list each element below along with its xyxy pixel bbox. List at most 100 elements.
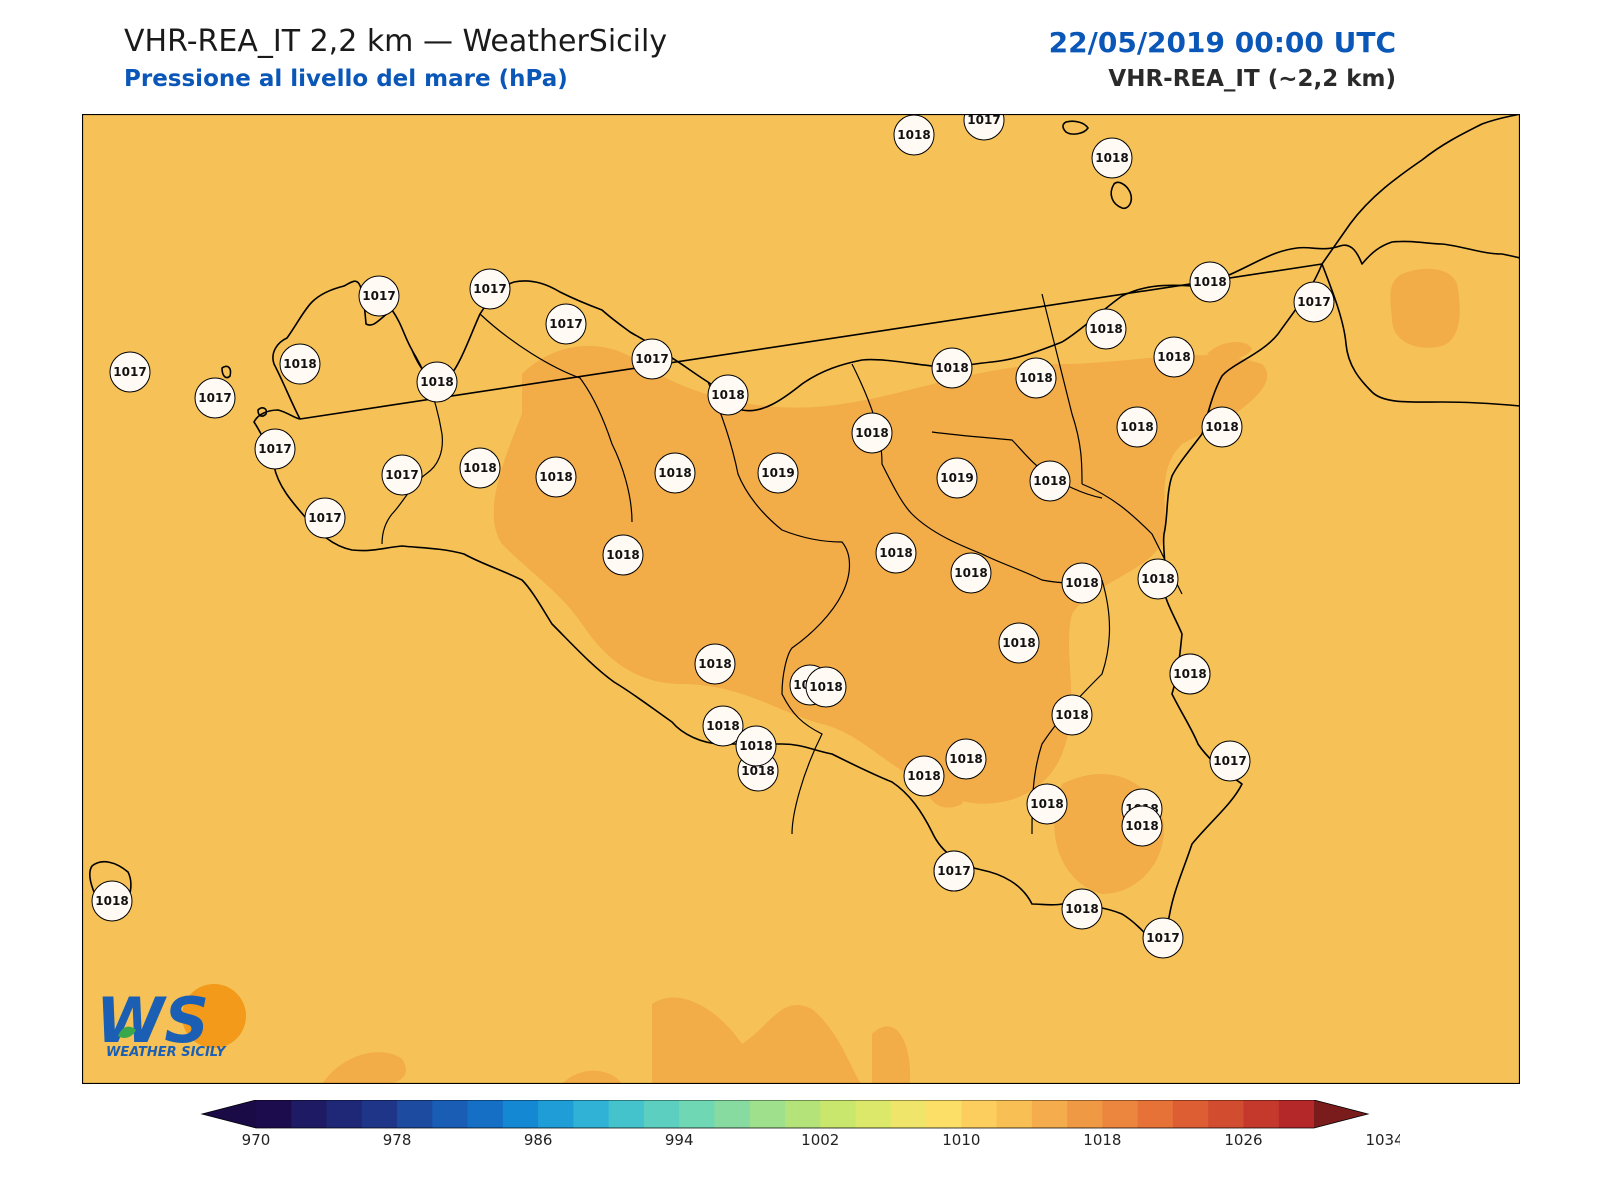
colorbar-cell bbox=[926, 1100, 962, 1128]
station-pressure-label: 1018 bbox=[711, 388, 744, 402]
station-marker bbox=[654, 452, 696, 494]
station-marker bbox=[1026, 783, 1068, 825]
colorbar-cell bbox=[291, 1100, 328, 1128]
station-marker bbox=[358, 275, 400, 317]
colorbar-tick-label: 1018 bbox=[1083, 1131, 1121, 1149]
station-marker bbox=[933, 850, 975, 892]
colorbar-cell bbox=[361, 1100, 398, 1128]
station-marker bbox=[805, 666, 847, 708]
station-pressure-label: 1018 bbox=[95, 894, 128, 908]
colorbar-min-extension bbox=[202, 1100, 256, 1128]
weathersicily-logo: WS WEATHER SICILY bbox=[96, 984, 246, 1060]
station-pressure-label: 1017 bbox=[198, 391, 231, 405]
station-marker bbox=[1209, 740, 1251, 782]
station-marker bbox=[1015, 357, 1057, 399]
colorbar-cell bbox=[643, 1100, 680, 1128]
station-pressure-label: 1018 bbox=[283, 357, 316, 371]
logo-text: WEATHER SICILY bbox=[106, 1045, 227, 1060]
station-marker bbox=[702, 705, 744, 747]
station-pressure-label: 1018 bbox=[1193, 275, 1226, 289]
station-pressure-label: 1018 bbox=[1095, 151, 1128, 165]
colorbar-cell bbox=[1067, 1100, 1103, 1128]
station-pressure-label: 1017 bbox=[362, 289, 395, 303]
station-marker bbox=[381, 454, 423, 496]
station-marker bbox=[1029, 460, 1071, 502]
station-pressure-label: 1017 bbox=[937, 864, 970, 878]
map-title: VHR-REA_IT 2,2 km — WeatherSicily bbox=[124, 24, 668, 59]
station-pressure-label: 1018 bbox=[1030, 797, 1063, 811]
station-marker bbox=[279, 343, 321, 385]
colorbar-cell bbox=[679, 1100, 715, 1128]
station-marker bbox=[936, 457, 978, 499]
station-pressure-label: 1019 bbox=[940, 471, 973, 485]
colorbar-cell bbox=[256, 1100, 292, 1128]
station-pressure-label: 1018 bbox=[1120, 420, 1153, 434]
colorbar-cell bbox=[1278, 1100, 1315, 1128]
station-marker bbox=[631, 338, 673, 380]
station-marker bbox=[851, 412, 893, 454]
station-marker bbox=[469, 268, 511, 310]
station-pressure-label: 1018 bbox=[949, 752, 982, 766]
colorbar-cell bbox=[855, 1100, 892, 1128]
colorbar-cell bbox=[1031, 1100, 1068, 1128]
station-pressure-label: 1017 bbox=[385, 468, 418, 482]
colorbar-max-extension bbox=[1314, 1100, 1368, 1128]
colorbar-tick-label: 1010 bbox=[942, 1131, 980, 1149]
station-marker bbox=[91, 880, 133, 922]
station-pressure-label: 1018 bbox=[954, 566, 987, 580]
station-marker bbox=[1142, 917, 1184, 959]
station-pressure-label: 1018 bbox=[741, 764, 774, 778]
station-marker bbox=[1091, 137, 1133, 179]
colorbar-tick-label: 970 bbox=[242, 1131, 271, 1149]
station-pressure-label: 1018 bbox=[1055, 708, 1088, 722]
station-marker bbox=[416, 361, 458, 403]
station-marker bbox=[545, 303, 587, 345]
station-marker bbox=[1051, 694, 1093, 736]
station-marker bbox=[998, 622, 1040, 664]
station-pressure-label: 1018 bbox=[855, 426, 888, 440]
valid-datetime: 22/05/2019 00:00 UTC bbox=[1048, 26, 1396, 59]
colorbar-cell bbox=[1208, 1100, 1244, 1128]
station-marker bbox=[931, 347, 973, 389]
station-marker bbox=[602, 534, 644, 576]
map-frame bbox=[82, 114, 1520, 1084]
station-marker bbox=[1201, 406, 1243, 448]
colorbar-cell bbox=[1102, 1100, 1139, 1128]
station-pressure-label: 1017 bbox=[1297, 295, 1330, 309]
colorbar-cell bbox=[573, 1100, 610, 1128]
station-pressure-label: 1018 bbox=[706, 719, 739, 733]
colorbar-cell bbox=[538, 1100, 574, 1128]
colorbar-tick-label: 1002 bbox=[801, 1131, 839, 1149]
station-marker bbox=[950, 552, 992, 594]
station-pressure-label: 1018 bbox=[907, 769, 940, 783]
station-marker bbox=[194, 377, 236, 419]
pressure-colorbar: 970 978 986 994 1002 1010 1018 1026 1034 bbox=[200, 1100, 1400, 1149]
colorbar-cell bbox=[467, 1100, 504, 1128]
station-marker bbox=[945, 738, 987, 780]
station-pressure-label: 1018 bbox=[1033, 474, 1066, 488]
station-pressure-label: 1017 bbox=[473, 282, 506, 296]
station-marker bbox=[694, 643, 736, 685]
station-pressure-label: 1017 bbox=[308, 511, 341, 525]
colorbar-cell bbox=[890, 1100, 927, 1128]
station-pressure-label: 1018 bbox=[698, 657, 731, 671]
colorbar-cell bbox=[749, 1100, 786, 1128]
station-marker bbox=[304, 497, 346, 539]
station-marker bbox=[735, 725, 777, 767]
colorbar-cell bbox=[714, 1100, 751, 1128]
station-pressure-label: 1018 bbox=[809, 680, 842, 694]
station-pressure-label: 1018 bbox=[1125, 819, 1158, 833]
colorbar-cell bbox=[502, 1100, 539, 1128]
station-pressure-label: 1018 bbox=[463, 461, 496, 475]
station-marker bbox=[1137, 558, 1179, 600]
colorbar-cell bbox=[432, 1100, 469, 1128]
colorbar-tick-label: 1034 bbox=[1365, 1131, 1400, 1149]
colorbar-cell bbox=[961, 1100, 998, 1128]
station-pressure-label: 1017 bbox=[1146, 931, 1179, 945]
station-pressure-label: 1018 bbox=[739, 739, 772, 753]
station-marker bbox=[1153, 336, 1195, 378]
station-marker bbox=[757, 452, 799, 494]
colorbar-cell bbox=[820, 1100, 857, 1128]
